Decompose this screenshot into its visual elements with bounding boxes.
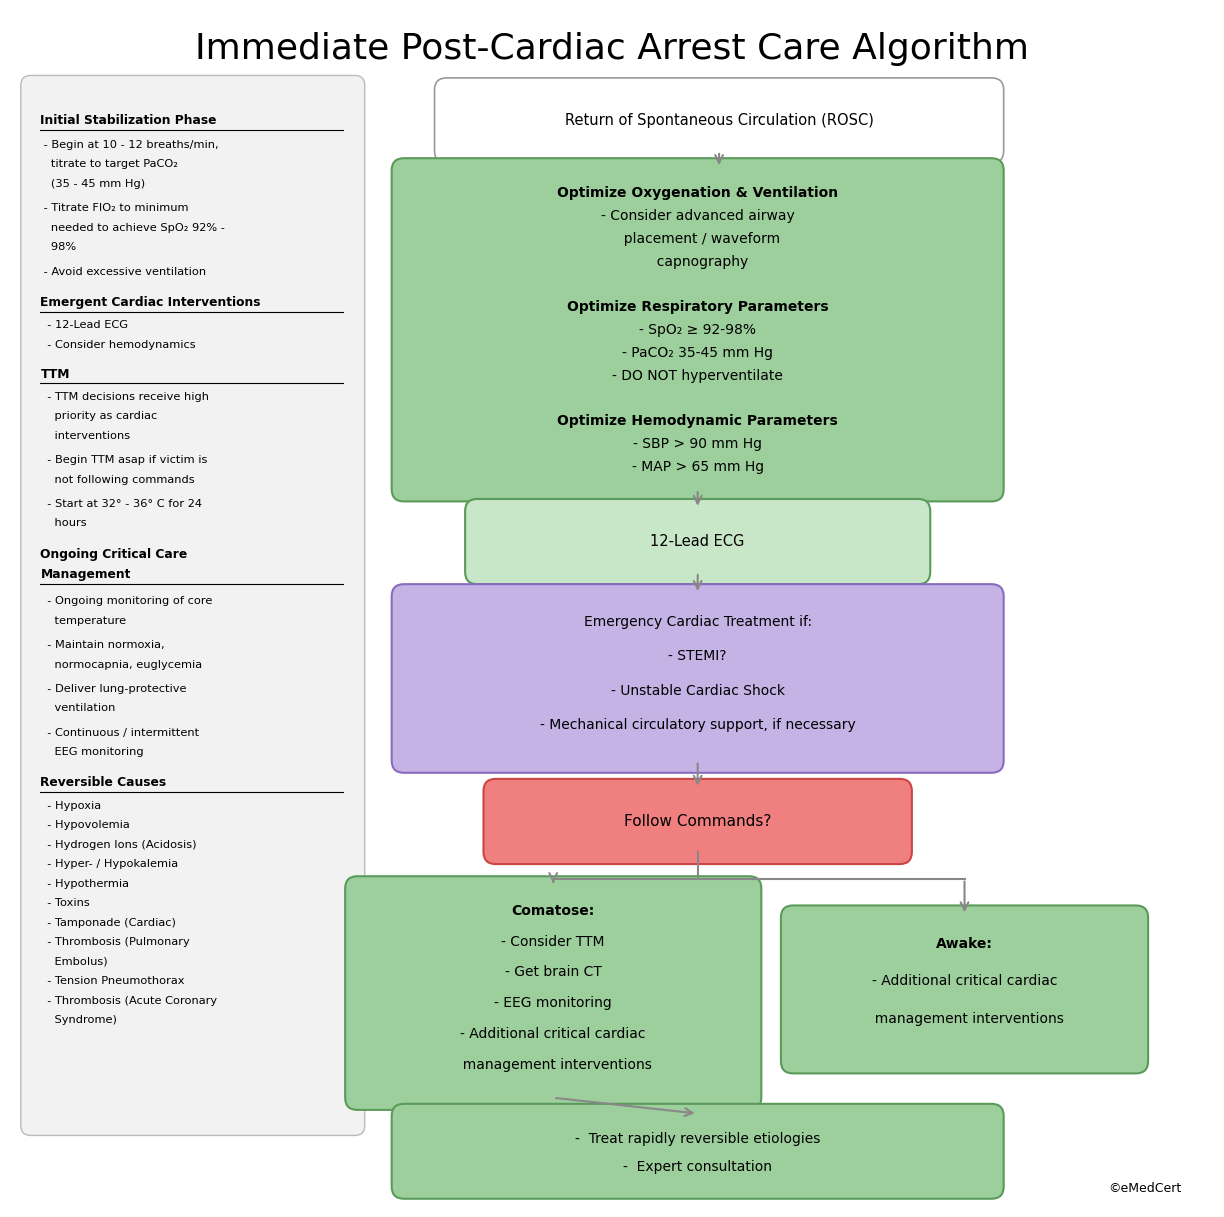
Text: Awake:: Awake: [936,937,993,950]
Text: - Tamponade (Cardiac): - Tamponade (Cardiac) [40,918,176,927]
FancyBboxPatch shape [345,876,761,1110]
Text: - Deliver lung-protective: - Deliver lung-protective [40,684,187,694]
Text: priority as cardiac: priority as cardiac [40,411,158,421]
Text: - Consider hemodynamics: - Consider hemodynamics [40,340,196,349]
Text: 12-Lead ECG: 12-Lead ECG [650,534,745,549]
Text: Emergent Cardiac Interventions: Emergent Cardiac Interventions [40,296,261,309]
Text: - Mechanical circulatory support, if necessary: - Mechanical circulatory support, if nec… [540,718,856,731]
Text: Embolus): Embolus) [40,957,108,966]
Text: - Avoid excessive ventilation: - Avoid excessive ventilation [40,267,207,276]
Text: - Thrombosis (Pulmonary: - Thrombosis (Pulmonary [40,937,190,947]
Text: - Hypothermia: - Hypothermia [40,879,130,888]
Text: - Begin at 10 - 12 breaths/min,: - Begin at 10 - 12 breaths/min, [40,140,219,150]
Text: (35 - 45 mm Hg): (35 - 45 mm Hg) [40,179,146,189]
Text: - PaCO₂ 35-45 mm Hg: - PaCO₂ 35-45 mm Hg [622,346,774,360]
Text: - Start at 32° - 36° C for 24: - Start at 32° - 36° C for 24 [40,499,202,509]
Text: Follow Commands?: Follow Commands? [624,814,771,829]
Text: interventions: interventions [40,431,131,441]
Text: - Thrombosis (Acute Coronary: - Thrombosis (Acute Coronary [40,996,218,1005]
Text: - Begin TTM asap if victim is: - Begin TTM asap if victim is [40,455,208,465]
Text: management interventions: management interventions [454,1058,652,1072]
Text: - Additional critical cardiac: - Additional critical cardiac [460,1027,646,1041]
Text: Syndrome): Syndrome) [40,1015,118,1025]
Text: normocapnia, euglycemia: normocapnia, euglycemia [40,660,202,669]
Text: Reversible Causes: Reversible Causes [40,776,166,790]
Text: - 12-Lead ECG: - 12-Lead ECG [40,320,129,330]
Text: -  Treat rapidly reversible etiologies: - Treat rapidly reversible etiologies [575,1132,820,1145]
Text: Optimize Respiratory Parameters: Optimize Respiratory Parameters [567,301,829,314]
Text: Comatose:: Comatose: [512,904,595,918]
Text: - STEMI?: - STEMI? [668,650,727,663]
Text: Ongoing Critical Care: Ongoing Critical Care [40,548,187,561]
Text: - MAP > 65 mm Hg: - MAP > 65 mm Hg [632,460,764,473]
Text: - Continuous / intermittent: - Continuous / intermittent [40,728,200,738]
Text: -  Expert consultation: - Expert consultation [623,1160,772,1173]
Text: capnography: capnography [647,254,748,269]
Text: Optimize Oxygenation & Ventilation: Optimize Oxygenation & Ventilation [557,186,838,201]
Text: - Maintain normoxia,: - Maintain normoxia, [40,640,165,650]
FancyBboxPatch shape [465,499,930,584]
Text: management interventions: management interventions [865,1013,1064,1026]
Text: not following commands: not following commands [40,475,195,484]
Text: hours: hours [40,518,87,528]
Text: TTM: TTM [40,368,70,381]
FancyBboxPatch shape [483,779,912,864]
Text: placement / waveform: placement / waveform [616,232,780,246]
Text: - TTM decisions receive high: - TTM decisions receive high [40,392,209,402]
Text: EEG monitoring: EEG monitoring [40,747,144,757]
Text: - Hypoxia: - Hypoxia [40,801,102,811]
Text: ©eMedCert: ©eMedCert [1108,1182,1181,1195]
Text: - DO NOT hyperventilate: - DO NOT hyperventilate [612,369,783,382]
Text: - Get brain CT: - Get brain CT [504,965,602,980]
Text: - Consider TTM: - Consider TTM [502,935,605,948]
Text: Emergency Cardiac Treatment if:: Emergency Cardiac Treatment if: [584,615,812,629]
FancyBboxPatch shape [392,584,1004,773]
Text: - Tension Pneumothorax: - Tension Pneumothorax [40,976,185,986]
Text: needed to achieve SpO₂ 92% -: needed to achieve SpO₂ 92% - [40,223,225,232]
Text: Initial Stabilization Phase: Initial Stabilization Phase [40,114,217,128]
FancyBboxPatch shape [21,75,365,1135]
Text: Optimize Hemodynamic Parameters: Optimize Hemodynamic Parameters [557,414,838,428]
Text: - Hyper- / Hypokalemia: - Hyper- / Hypokalemia [40,859,179,869]
Text: temperature: temperature [40,616,126,626]
Text: Return of Spontaneous Circulation (ROSC): Return of Spontaneous Circulation (ROSC) [564,113,874,128]
Text: - Ongoing monitoring of core: - Ongoing monitoring of core [40,596,213,606]
FancyBboxPatch shape [392,158,1004,501]
Text: - Consider advanced airway: - Consider advanced airway [601,209,794,223]
Text: - Hydrogen Ions (Acidosis): - Hydrogen Ions (Acidosis) [40,840,197,849]
Text: - Titrate FIO₂ to minimum: - Titrate FIO₂ to minimum [40,203,188,213]
Text: - Unstable Cardiac Shock: - Unstable Cardiac Shock [611,684,785,697]
FancyBboxPatch shape [435,78,1004,163]
Text: - SpO₂ ≥ 92-98%: - SpO₂ ≥ 92-98% [639,323,756,337]
FancyBboxPatch shape [392,1104,1004,1199]
FancyBboxPatch shape [781,905,1148,1073]
Text: Management: Management [40,568,131,582]
Text: ventilation: ventilation [40,703,116,713]
Text: 98%: 98% [40,242,77,252]
Text: - Additional critical cardiac: - Additional critical cardiac [871,975,1058,988]
Text: - EEG monitoring: - EEG monitoring [494,997,612,1010]
Text: - SBP > 90 mm Hg: - SBP > 90 mm Hg [633,437,763,450]
Text: Immediate Post-Cardiac Arrest Care Algorithm: Immediate Post-Cardiac Arrest Care Algor… [195,32,1029,66]
Text: titrate to target PaCO₂: titrate to target PaCO₂ [40,159,179,169]
Text: - Hypovolemia: - Hypovolemia [40,820,130,830]
Text: - Toxins: - Toxins [40,898,91,908]
